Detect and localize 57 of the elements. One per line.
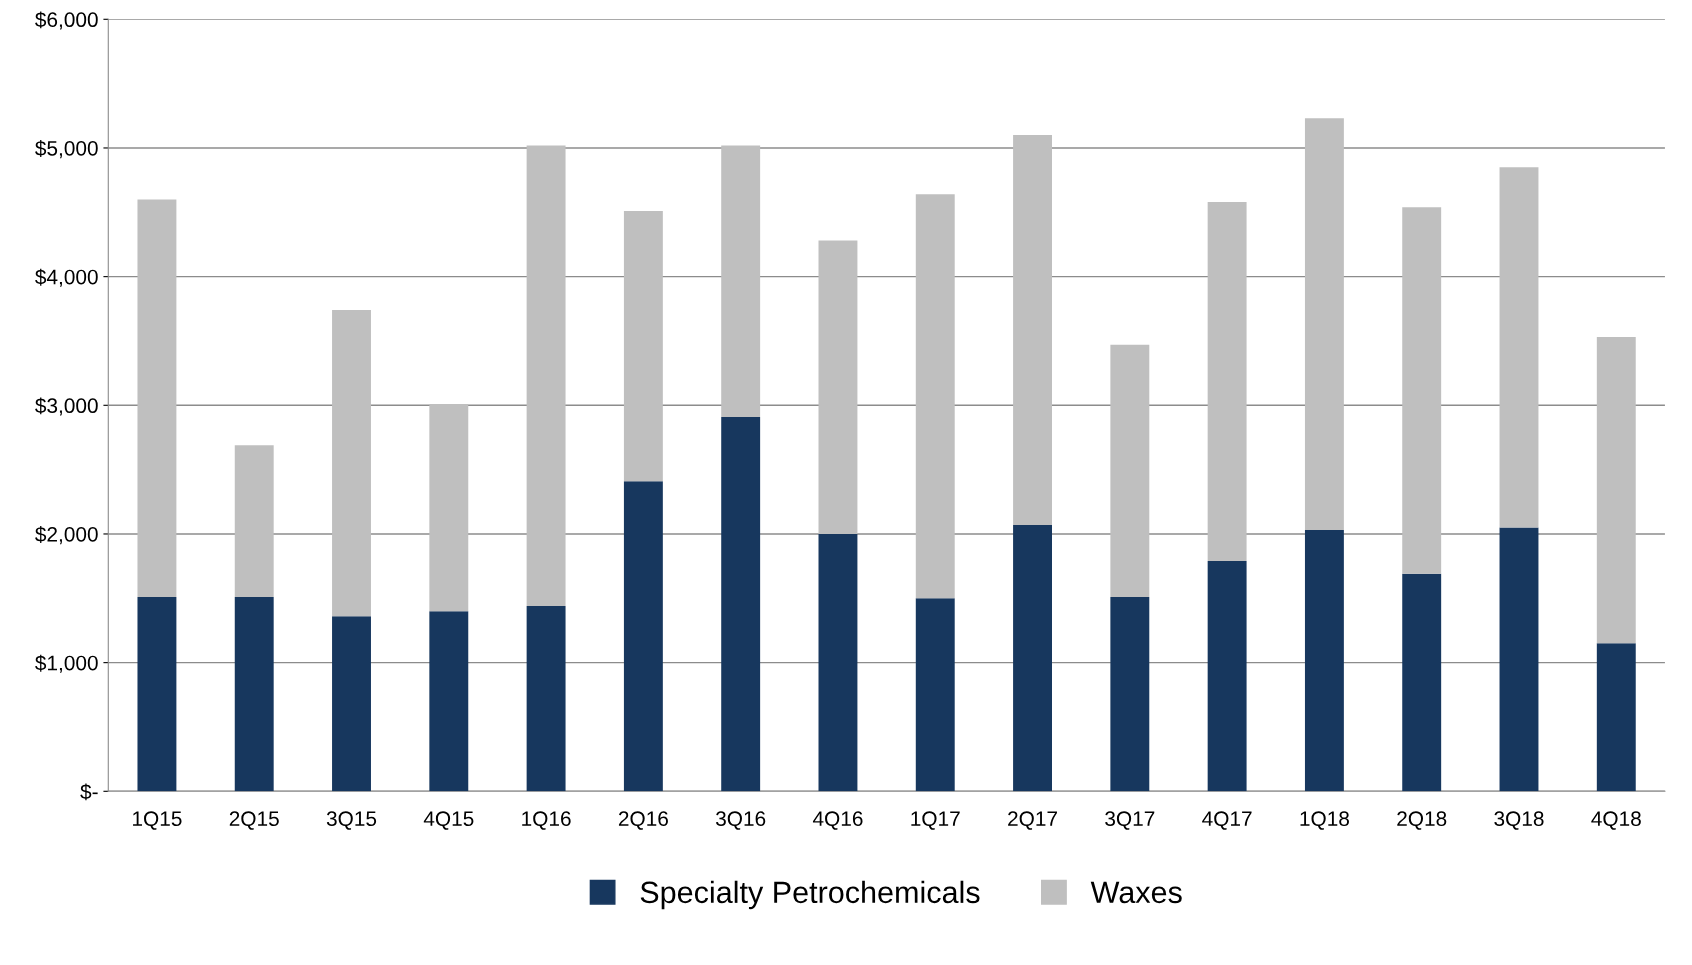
x-tick-label: 2Q16 xyxy=(618,811,668,830)
x-tick-label: 4Q16 xyxy=(812,811,863,830)
bar xyxy=(915,194,955,599)
bar xyxy=(623,481,663,792)
bar xyxy=(429,404,469,612)
bar xyxy=(1596,643,1636,792)
bar xyxy=(1304,118,1344,531)
bar xyxy=(526,145,566,607)
bar xyxy=(234,597,274,792)
bar xyxy=(915,598,955,792)
x-tick-label: 3Q15 xyxy=(326,811,377,830)
bar xyxy=(1499,527,1539,792)
y-tick-label: $5,000 xyxy=(35,140,98,159)
y-tick-label: $2,000 xyxy=(35,526,98,545)
bar xyxy=(332,616,371,792)
x-tick-label: 4Q15 xyxy=(423,811,474,830)
x-tick-label: 4Q17 xyxy=(1202,811,1252,830)
x-tick-label: 2Q17 xyxy=(1008,811,1057,830)
x-tick-label: 3Q18 xyxy=(1494,811,1544,830)
bar xyxy=(234,445,274,598)
bar xyxy=(526,606,566,792)
bar xyxy=(623,211,663,482)
bar xyxy=(137,597,177,792)
bar xyxy=(721,416,761,792)
bar xyxy=(1499,167,1539,528)
bar xyxy=(1110,344,1150,598)
bar xyxy=(1402,573,1442,792)
bar xyxy=(137,199,177,598)
bar xyxy=(1304,530,1344,792)
bar xyxy=(1596,337,1636,644)
x-tick-label: 1Q18 xyxy=(1300,811,1349,830)
bar xyxy=(1207,560,1247,792)
y-tick-label: $4,000 xyxy=(35,268,98,287)
legend-label: Waxes xyxy=(1090,881,1182,904)
x-tick-label: 1Q15 xyxy=(133,811,182,830)
bar xyxy=(1110,597,1150,792)
x-tick-label: 1Q17 xyxy=(911,811,960,830)
y-tick-label: $6,000 xyxy=(35,11,98,30)
x-tick-label: 3Q16 xyxy=(715,811,766,830)
bar xyxy=(1013,524,1052,792)
bar xyxy=(1402,207,1442,574)
bar xyxy=(721,145,761,417)
y-tick-label: $1,000 xyxy=(35,654,98,673)
x-tick-label: 2Q15 xyxy=(229,811,279,830)
y-tick-label: $3,000 xyxy=(35,397,98,416)
x-tick-label: 4Q18 xyxy=(1591,811,1641,830)
x-tick-label: 2Q18 xyxy=(1397,811,1447,830)
x-tick-label: 1Q16 xyxy=(522,811,571,830)
x-tick-label: 3Q17 xyxy=(1105,811,1155,830)
legend-label: Specialty Petrochemicals xyxy=(640,880,980,910)
bar xyxy=(818,533,858,792)
bar xyxy=(818,240,858,534)
y-tick-label: $- xyxy=(80,783,98,801)
bar xyxy=(332,310,371,617)
bar xyxy=(1207,202,1247,561)
bar xyxy=(1013,135,1052,525)
bar xyxy=(429,611,469,792)
